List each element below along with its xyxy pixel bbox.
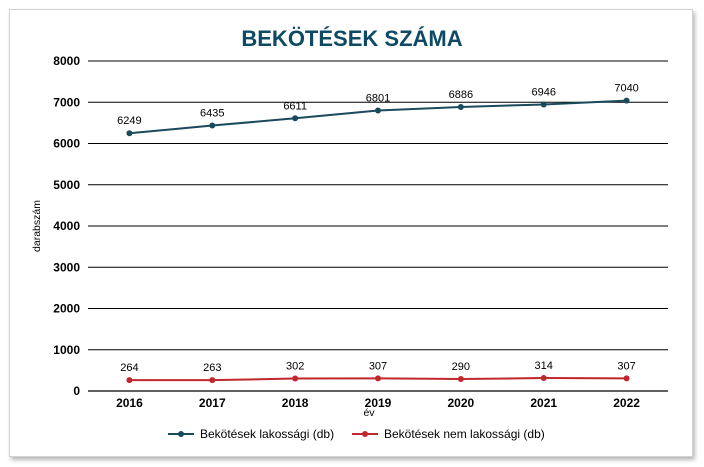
y-tick-label: 6000	[53, 137, 80, 151]
x-axis-ticks: 2016 2017 2018 2019 2020 2021 2022	[116, 396, 640, 410]
data-label: 6946	[531, 86, 555, 98]
data-point	[209, 122, 216, 129]
data-point	[623, 97, 630, 104]
legend-label: Bekötések nem lakossági (db)	[384, 427, 545, 441]
legend-label: Bekötések lakossági (db)	[200, 427, 334, 441]
data-label: 6886	[449, 89, 473, 101]
y-tick-label: 0	[73, 384, 80, 398]
data-point	[540, 101, 547, 108]
data-label: 6801	[366, 92, 390, 104]
data-point	[126, 130, 133, 137]
data-label: 6249	[117, 115, 141, 127]
y-axis-ticks: 0 1000 2000 3000 4000 5000 6000 7000 8000	[53, 54, 80, 398]
data-point	[292, 115, 299, 122]
series-1: 6249 6435 6611 6801 6886 6946 7040	[117, 83, 639, 137]
x-tick-label: 2016	[116, 396, 143, 410]
data-point	[457, 103, 464, 110]
y-tick-label: 8000	[53, 54, 80, 68]
y-tick-label: 4000	[53, 219, 80, 233]
y-tick-label: 2000	[53, 302, 80, 316]
data-point	[126, 377, 133, 384]
x-tick-label: 2020	[448, 396, 475, 410]
data-label: 290	[452, 361, 470, 373]
data-point	[209, 377, 216, 384]
legend-item-1: Bekötések lakossági (db)	[168, 427, 334, 441]
y-tick-label: 7000	[53, 95, 80, 109]
x-tick-label: 2021	[530, 396, 557, 410]
y-axis-label: darabszám	[31, 200, 43, 252]
data-point	[375, 375, 381, 382]
x-tick-label: 2017	[199, 396, 226, 410]
data-point	[457, 376, 464, 383]
data-label: 264	[120, 362, 138, 374]
data-label: 263	[203, 362, 221, 374]
legend-marker	[178, 431, 184, 437]
data-label: 307	[369, 360, 387, 372]
chart-card	[9, 9, 693, 457]
data-label: 6611	[283, 100, 307, 112]
x-axis-label: év	[363, 407, 375, 419]
legend-item-2: Bekötések nem lakossági (db)	[352, 427, 545, 441]
data-label: 302	[286, 361, 304, 373]
data-label: 314	[535, 360, 553, 372]
y-tick-label: 3000	[53, 260, 80, 274]
x-tick-label: 2018	[282, 396, 309, 410]
data-point	[623, 375, 630, 382]
legend-marker	[362, 431, 368, 437]
data-point	[540, 375, 547, 382]
data-point	[292, 375, 299, 382]
data-label: 7040	[614, 83, 638, 95]
chart-title: BEKÖTÉSEK SZÁMA	[241, 26, 462, 51]
y-tick-label: 1000	[53, 343, 80, 357]
x-tick-label: 2022	[613, 396, 640, 410]
grid-lines	[88, 60, 668, 392]
data-label: 6435	[200, 108, 224, 120]
legend: Bekötések lakossági (db) Bekötések nem la…	[168, 427, 545, 441]
series-2: 264 263 302 307 290 314 307	[120, 360, 636, 384]
series-group: 6249 6435 6611 6801 6886 6946 7040 264 263 302 307…	[117, 83, 639, 384]
data-point	[375, 107, 381, 114]
y-tick-label: 5000	[53, 178, 80, 192]
x-tick-label: 2019	[365, 396, 392, 410]
data-label: 307	[617, 360, 635, 372]
